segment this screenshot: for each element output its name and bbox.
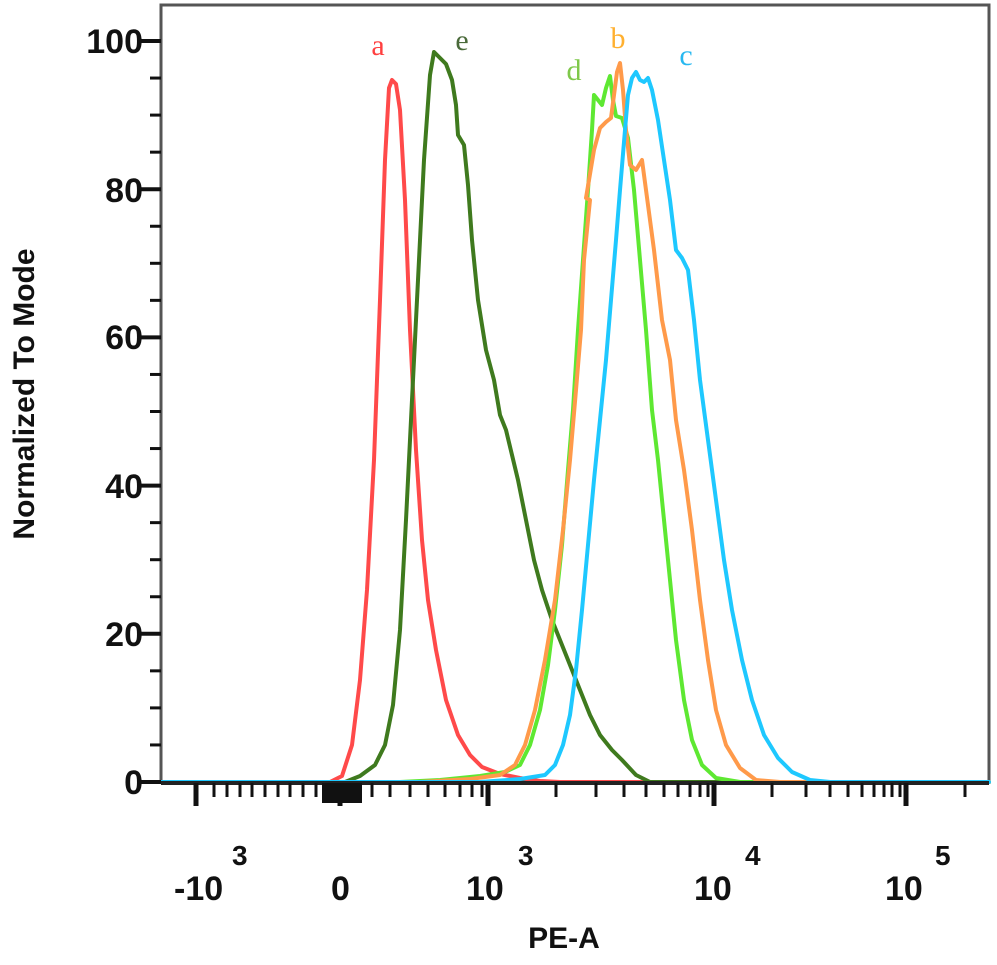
svg-text:10: 10 <box>885 870 923 908</box>
y-tick-label-0: 0 <box>124 764 143 802</box>
x-axis-ticks <box>193 783 967 806</box>
svg-text:5: 5 <box>935 840 951 871</box>
y-tick-label-20: 20 <box>105 616 143 654</box>
svg-text:10: 10 <box>694 870 732 908</box>
y-axis-title: Normalized To Mode <box>8 248 41 539</box>
peak-label-d: d <box>567 54 582 87</box>
x-tick-label-1e5: 10 5 <box>885 840 951 908</box>
peak-labels: a e d b c <box>371 22 692 87</box>
y-tick-label-80: 80 <box>105 172 143 210</box>
series-e-line <box>158 50 991 784</box>
svg-text:-10: -10 <box>174 870 223 908</box>
svg-text:3: 3 <box>232 840 248 871</box>
svg-text:3: 3 <box>518 840 534 871</box>
peak-label-c: c <box>679 39 692 72</box>
y-tick-label-40: 40 <box>105 468 143 506</box>
x-tick-label-neg-1e3: -10 3 <box>174 840 248 908</box>
x-tick-label-1e4: 10 4 <box>694 840 761 908</box>
x-tick-labels: -10 3 0 10 3 10 4 10 5 <box>174 840 951 908</box>
series-layer <box>158 50 991 784</box>
y-axis-ticks <box>138 39 161 784</box>
series-b-line <box>158 61 991 784</box>
svg-text:4: 4 <box>745 840 761 871</box>
x-tick-label-0: 0 <box>331 870 350 908</box>
peak-label-b: b <box>611 22 626 55</box>
y-tick-labels: 100 80 60 40 20 0 <box>86 23 143 802</box>
series-d-line <box>158 74 991 784</box>
series-c-line <box>158 70 991 784</box>
peak-label-a: a <box>371 29 384 62</box>
x-tick-label-1e3: 10 3 <box>466 840 534 908</box>
y-tick-label-60: 60 <box>105 319 143 357</box>
peak-label-e: e <box>455 24 468 57</box>
series-a-line <box>158 78 991 784</box>
y-tick-label-100: 100 <box>86 23 143 61</box>
svg-text:10: 10 <box>466 870 504 908</box>
x-axis-title: PE-A <box>528 922 600 955</box>
svg-text:0: 0 <box>331 870 350 908</box>
